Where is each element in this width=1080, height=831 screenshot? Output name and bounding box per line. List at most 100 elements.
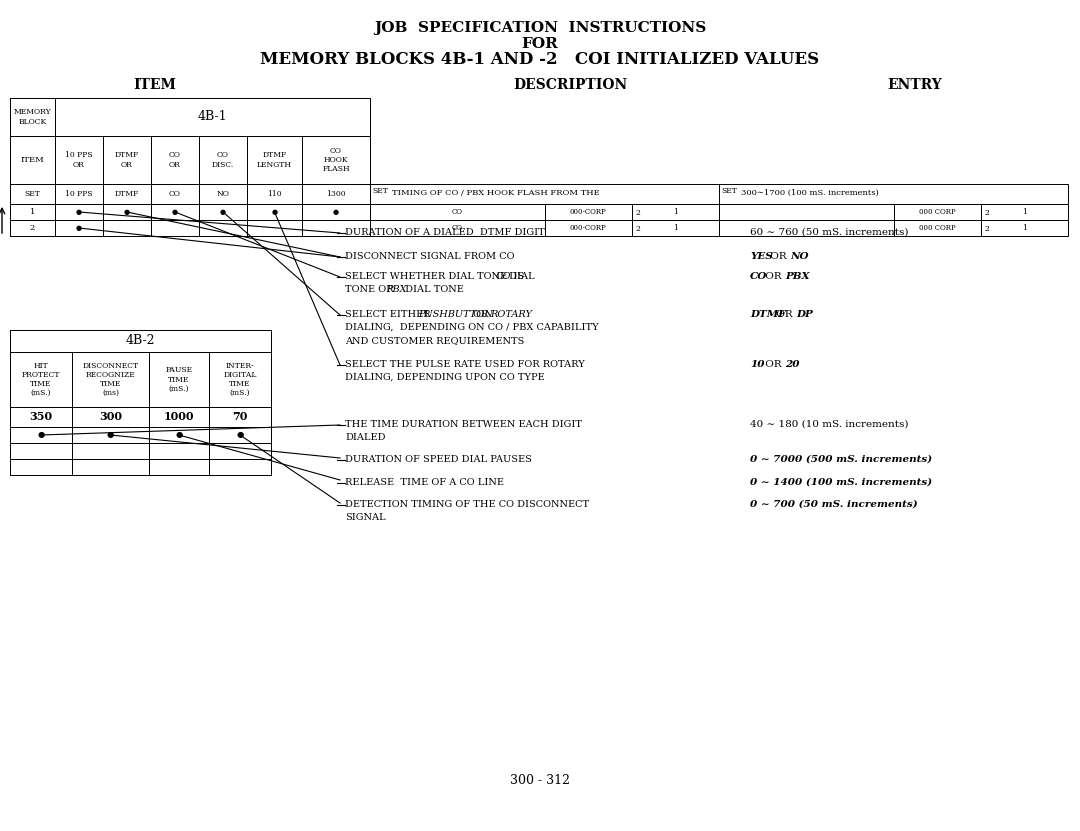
Bar [149, 407, 210, 427]
Bar [149, 459, 210, 475]
Text: 10: 10 [750, 360, 765, 369]
Text: SET: SET [721, 187, 737, 195]
Text: PBX: PBX [387, 285, 407, 294]
Text: ●: ● [38, 431, 44, 439]
Bar [247, 136, 302, 184]
Text: 1: 1 [1022, 224, 1027, 232]
Text: SELECT WHETHER DIAL TONE  IS: SELECT WHETHER DIAL TONE IS [345, 272, 527, 281]
Text: ●: ● [76, 224, 82, 232]
Bar [10, 407, 72, 427]
Text: 1300: 1300 [326, 190, 346, 198]
Text: 000-CORP: 000-CORP [570, 208, 607, 216]
Text: ●: ● [107, 431, 114, 439]
Text: 000-CORP: 000-CORP [570, 224, 607, 232]
Bar [10, 459, 72, 475]
Text: 2: 2 [30, 224, 36, 232]
Bar [199, 220, 247, 236]
Text: 350: 350 [29, 411, 53, 422]
Text: DESCRIPTION: DESCRIPTION [513, 78, 627, 92]
Text: CO
OR: CO OR [170, 151, 181, 169]
Bar [55, 98, 370, 136]
Text: 300∼1700 (100 mS. increments): 300∼1700 (100 mS. increments) [741, 189, 879, 197]
Bar [370, 204, 544, 220]
Text: SET: SET [25, 190, 40, 198]
Bar [302, 136, 370, 184]
Text: DURATION OF A DIALED  DTMF DIGIT: DURATION OF A DIALED DTMF DIGIT [345, 228, 544, 237]
Text: 4B-1: 4B-1 [198, 111, 227, 124]
Text: 20: 20 [785, 360, 799, 369]
Bar [103, 136, 151, 184]
Text: ●: ● [124, 208, 130, 216]
Bar [210, 427, 271, 443]
Bar [302, 204, 370, 220]
Bar [10, 184, 55, 204]
Text: PBX: PBX [785, 272, 809, 281]
Bar [149, 427, 210, 443]
Bar [210, 443, 271, 459]
Bar [719, 220, 893, 236]
Text: DIAL TONE: DIAL TONE [402, 285, 464, 294]
Text: DIAL: DIAL [507, 272, 535, 281]
Bar [302, 220, 370, 236]
Bar [10, 330, 271, 475]
Text: ●: ● [220, 208, 226, 216]
Text: DETECTION TIMING OF THE CO DISCONNECT: DETECTION TIMING OF THE CO DISCONNECT [345, 500, 589, 509]
Bar [149, 443, 210, 459]
Text: 10 PPS: 10 PPS [65, 190, 93, 198]
Bar [247, 204, 302, 220]
Bar [151, 204, 199, 220]
Text: 1: 1 [673, 224, 678, 232]
Bar [10, 352, 72, 407]
Text: 0 ∼ 7000 (500 mS. increments): 0 ∼ 7000 (500 mS. increments) [750, 455, 932, 464]
Text: 40 ∼ 180 (10 mS. increments): 40 ∼ 180 (10 mS. increments) [750, 420, 908, 429]
Bar [893, 204, 981, 220]
Bar [72, 427, 149, 443]
Bar [632, 220, 719, 236]
Text: NO: NO [217, 190, 229, 198]
Bar [72, 352, 149, 407]
Text: INTER-
DIGITAL
TIME
(mS.): INTER- DIGITAL TIME (mS.) [224, 361, 257, 397]
Text: DTMF: DTMF [114, 190, 139, 198]
Text: HIT
PROTECT
TIME
(mS.): HIT PROTECT TIME (mS.) [22, 361, 60, 397]
Text: ●: ● [333, 208, 339, 216]
Text: 000 CORP: 000 CORP [919, 208, 956, 216]
Bar [72, 407, 149, 427]
Bar [632, 204, 719, 220]
Bar [103, 184, 151, 204]
Text: DIALED: DIALED [345, 433, 386, 442]
Text: MEMORY BLOCKS 4B-1 AND -2   COI INITIALIZED VALUES: MEMORY BLOCKS 4B-1 AND -2 COI INITIALIZE… [260, 52, 820, 68]
Text: 2: 2 [636, 225, 640, 233]
Text: OR: OR [761, 272, 784, 281]
Text: THE TIME DURATION BETWEEN EACH DIGIT: THE TIME DURATION BETWEEN EACH DIGIT [345, 420, 582, 429]
Bar [302, 184, 370, 204]
Bar [10, 98, 370, 236]
Bar [199, 184, 247, 204]
Bar [981, 220, 1068, 236]
Text: AND CUSTOMER REQUIREMENTS: AND CUSTOMER REQUIREMENTS [345, 336, 525, 345]
Text: CO
HOOK
FLASH: CO HOOK FLASH [322, 147, 350, 173]
Text: 1: 1 [1022, 208, 1027, 216]
Bar [210, 407, 271, 427]
Text: SIGNAL: SIGNAL [345, 513, 386, 522]
Bar [544, 204, 632, 220]
Bar [247, 220, 302, 236]
Bar [103, 204, 151, 220]
Text: DP: DP [796, 310, 813, 319]
Text: CO: CO [451, 208, 462, 216]
Text: ROTARY: ROTARY [490, 310, 532, 319]
Bar [10, 459, 271, 475]
Bar [149, 352, 210, 407]
Text: 4B-2: 4B-2 [125, 335, 156, 347]
Text: MEMORY
BLOCK: MEMORY BLOCK [14, 108, 52, 125]
Bar [210, 459, 271, 475]
Bar [72, 443, 149, 459]
Bar [199, 204, 247, 220]
Text: 0 ∼ 1400 (100 mS. increments): 0 ∼ 1400 (100 mS. increments) [750, 478, 932, 487]
Text: 1: 1 [673, 208, 678, 216]
Bar [544, 220, 632, 236]
Bar [719, 204, 893, 220]
Text: DIALING,  DEPENDING ON CO / PBX CAPABILITY: DIALING, DEPENDING ON CO / PBX CAPABILIT… [345, 323, 598, 332]
Bar [10, 204, 55, 220]
Text: PUSHBUTTON: PUSHBUTTON [418, 310, 492, 319]
Text: 70: 70 [232, 411, 247, 422]
